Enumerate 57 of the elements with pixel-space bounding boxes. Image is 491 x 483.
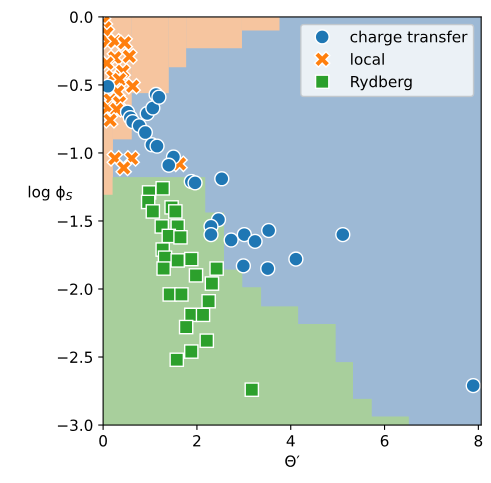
point (214, 171, 230, 186)
point (188, 268, 204, 283)
y-tick-label: −1.5 (58, 216, 92, 227)
point (201, 294, 216, 309)
point (199, 333, 214, 348)
point (116, 34, 134, 52)
point (168, 204, 183, 219)
point (138, 124, 153, 140)
x-tick-label: 4 (286, 435, 295, 446)
y-tick-label: −1.0 (58, 147, 92, 159)
point (173, 230, 188, 245)
point (466, 378, 481, 394)
x-tick-label: 2 (193, 435, 200, 446)
point (236, 226, 252, 242)
y-tick-label: 0.0 (70, 11, 92, 23)
point (244, 382, 260, 397)
point (209, 261, 224, 276)
x-tick-label: 6 (380, 435, 388, 447)
point (178, 320, 194, 334)
point (146, 204, 160, 219)
point (155, 181, 170, 196)
point (288, 251, 304, 267)
legend-label: local (351, 53, 384, 65)
point (169, 352, 184, 368)
point (204, 276, 220, 291)
point (174, 287, 189, 302)
point (203, 226, 219, 242)
point (247, 234, 263, 250)
point (115, 160, 132, 176)
point (184, 252, 199, 266)
legend-label: charge transfer (350, 30, 468, 46)
x-tick-label: 8 (474, 435, 482, 447)
y-axis-title: log ϕ$_{S}$ (28, 186, 72, 201)
point (124, 78, 141, 95)
point (184, 344, 199, 359)
point (121, 48, 138, 65)
point (261, 222, 276, 238)
x-axis-title: Θ′ (285, 455, 300, 467)
y-tick-label: −2.5 (58, 351, 92, 364)
point (149, 138, 165, 154)
point (156, 261, 171, 276)
point (151, 90, 167, 105)
point (196, 308, 210, 322)
point (335, 226, 350, 242)
point (103, 112, 118, 129)
point (187, 175, 203, 191)
point (260, 260, 276, 276)
y-tick-label: −3.0 (58, 420, 92, 432)
point (145, 100, 160, 116)
point (224, 232, 239, 248)
y-tick-label: −2.0 (58, 283, 92, 296)
legend-label: Rydberg (351, 76, 412, 90)
x-tick-label: 0 (99, 435, 107, 447)
y-tick-label: −0.5 (58, 79, 92, 91)
point (236, 258, 251, 274)
point (170, 253, 185, 268)
point (161, 158, 176, 173)
